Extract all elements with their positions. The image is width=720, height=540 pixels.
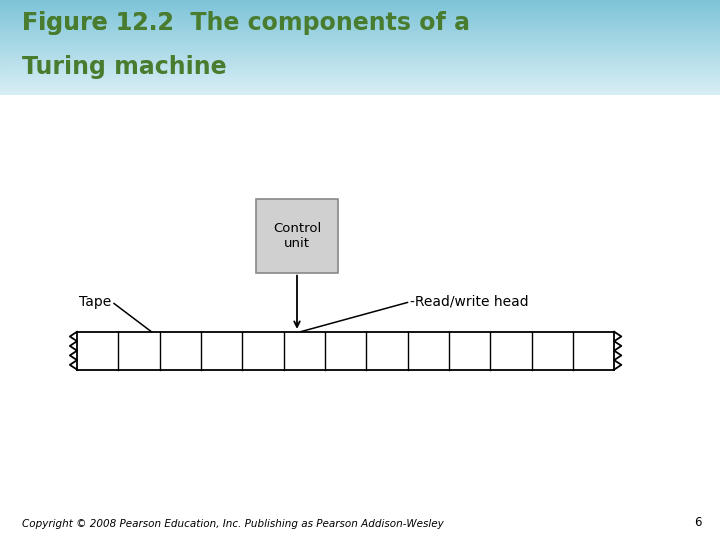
- Bar: [0, 6, 720, 8]
- Bar: [0, 74, 720, 75]
- Bar: [0, 53, 720, 54]
- Bar: [0, 10, 720, 11]
- Bar: [0, 84, 720, 85]
- Text: 6: 6: [695, 516, 702, 529]
- Bar: [0, 14, 720, 15]
- Bar: [0, 18, 720, 19]
- Bar: [0, 20, 720, 21]
- Bar: [0, 64, 720, 65]
- Bar: [0, 38, 720, 39]
- Text: Figure 12.2: Figure 12.2: [22, 11, 190, 35]
- Bar: [0, 24, 720, 25]
- Bar: [0, 19, 720, 20]
- Bar: [0, 5, 720, 6]
- Bar: [0, 46, 720, 47]
- Bar: [0, 65, 720, 66]
- Bar: [0, 32, 720, 33]
- Bar: [0, 48, 720, 49]
- Bar: [0, 60, 720, 62]
- Bar: [0, 28, 720, 29]
- Bar: [0, 68, 720, 69]
- Text: Turing machine: Turing machine: [22, 55, 226, 79]
- Bar: [0, 89, 720, 90]
- Bar: [0, 24, 720, 25]
- Bar: [0, 92, 720, 93]
- Bar: [0, 16, 720, 17]
- Bar: [0, 0, 720, 1]
- Bar: [0, 37, 720, 38]
- Bar: [0, 50, 720, 51]
- Bar: [0, 55, 720, 56]
- Bar: [0, 67, 720, 68]
- Bar: [0, 72, 720, 73]
- Text: Figure 12.2  The components of a: Figure 12.2 The components of a: [22, 11, 469, 35]
- Bar: [0, 33, 720, 34]
- Bar: [0, 13, 720, 14]
- Bar: [0, 51, 720, 52]
- Bar: [256, 199, 338, 273]
- Bar: [0, 31, 720, 32]
- Bar: [0, 45, 720, 46]
- Bar: [0, 59, 720, 60]
- Bar: [0, 52, 720, 53]
- Bar: [0, 71, 720, 72]
- Bar: [0, 47, 720, 48]
- Bar: [0, 35, 720, 36]
- Bar: [0, 86, 720, 87]
- Text: Copyright © 2008 Pearson Education, Inc. Publishing as Pearson Addison-Wesley: Copyright © 2008 Pearson Education, Inc.…: [22, 519, 444, 529]
- Bar: [0, 82, 720, 83]
- Bar: [0, 93, 720, 94]
- Bar: [0, 83, 720, 84]
- Bar: [0, 29, 720, 30]
- Bar: [0, 62, 720, 63]
- Bar: [0, 63, 720, 64]
- Bar: [0, 77, 720, 78]
- Bar: [0, 1, 720, 2]
- Bar: [0, 22, 720, 23]
- Bar: [0, 3, 720, 4]
- Bar: [0, 11, 720, 12]
- Bar: [0, 75, 720, 76]
- Bar: [0, 87, 720, 88]
- Bar: [0, 42, 720, 43]
- Bar: [0, 85, 720, 86]
- Bar: [0, 9, 720, 10]
- Bar: [0, 69, 720, 70]
- Bar: [0, 30, 720, 31]
- Bar: [0, 23, 720, 24]
- Bar: [0, 39, 720, 40]
- Bar: [0, 70, 720, 71]
- Bar: [0, 57, 720, 58]
- Bar: [0, 26, 720, 28]
- Text: -Read/write head: -Read/write head: [410, 295, 529, 309]
- Bar: [0, 49, 720, 50]
- Bar: [0, 2, 720, 3]
- Bar: [0, 81, 720, 82]
- Bar: [0, 40, 720, 42]
- Bar: [0, 54, 720, 55]
- Bar: [0, 34, 720, 35]
- Bar: [0, 56, 720, 57]
- Bar: [0, 43, 720, 44]
- Bar: [0, 44, 720, 45]
- Bar: [0, 66, 720, 67]
- Bar: [0, 15, 720, 16]
- Bar: [0, 91, 720, 92]
- Bar: [0, 17, 720, 18]
- Bar: [0, 36, 720, 37]
- Bar: [0, 4, 720, 5]
- Text: Tape: Tape: [79, 295, 112, 309]
- Text: Control
unit: Control unit: [273, 222, 321, 250]
- Bar: [0, 12, 720, 13]
- Bar: [0, 76, 720, 77]
- Bar: [0, 79, 720, 80]
- Bar: [0, 8, 720, 9]
- Bar: [0, 21, 720, 22]
- Bar: [0, 80, 720, 81]
- Bar: [0, 90, 720, 91]
- Bar: [0, 88, 720, 89]
- Bar: [0, 78, 720, 79]
- Bar: [0, 25, 720, 26]
- Bar: [0, 9, 720, 10]
